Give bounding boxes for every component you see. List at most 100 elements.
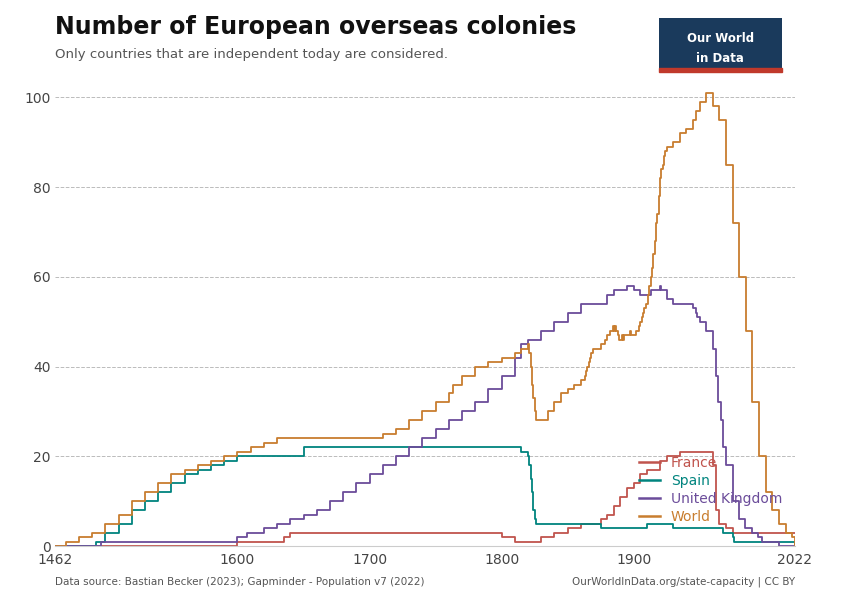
France [258, 538, 269, 545]
France [688, 448, 698, 455]
France [780, 529, 791, 536]
United Kingdom [635, 291, 645, 298]
United Kingdom [734, 515, 745, 523]
Spain [589, 520, 599, 527]
Spain [609, 524, 619, 532]
France [596, 515, 606, 523]
France [536, 533, 547, 541]
Spain [206, 461, 216, 469]
France [589, 520, 599, 527]
France [430, 529, 440, 536]
France [747, 529, 757, 536]
Spain [153, 488, 163, 496]
United Kingdom [622, 282, 632, 289]
United Kingdom [286, 515, 296, 523]
France [365, 529, 375, 536]
France [708, 461, 718, 469]
Spain [655, 520, 666, 527]
Line: France: France [55, 452, 795, 546]
France [787, 529, 797, 536]
France [635, 470, 645, 478]
Spain [642, 520, 652, 527]
Spain [193, 466, 203, 473]
Spain [510, 444, 520, 451]
Spain [232, 452, 242, 460]
Spain [179, 470, 190, 478]
Spain [50, 542, 60, 550]
Spain [622, 524, 632, 532]
France [50, 542, 60, 550]
World [232, 448, 242, 455]
Spain [615, 524, 626, 532]
France [563, 524, 573, 532]
World [659, 152, 669, 160]
France [232, 538, 242, 545]
Spain [90, 542, 100, 550]
Text: Data source: Bastian Becker (2023); Gapminder - Population v7 (2022): Data source: Bastian Becker (2023); Gapm… [55, 577, 425, 587]
Text: Our World: Our World [687, 32, 754, 45]
France [790, 529, 800, 536]
France [510, 538, 520, 545]
France [714, 520, 724, 527]
Spain [628, 524, 638, 532]
Spain [530, 520, 541, 527]
France [628, 479, 638, 487]
Spain [626, 524, 636, 532]
Spain [596, 524, 606, 532]
Spain [140, 497, 150, 505]
France [675, 448, 685, 455]
France [701, 448, 711, 455]
France [279, 533, 289, 541]
Line: Spain: Spain [55, 448, 795, 546]
France [615, 493, 626, 500]
World [50, 542, 60, 550]
France [496, 533, 507, 541]
Spain [430, 444, 440, 451]
World [206, 457, 216, 464]
Spain [527, 488, 537, 496]
France [694, 448, 705, 455]
Spain [523, 452, 533, 460]
Legend: France, Spain, United Kingdom, World: France, Spain, United Kingdom, World [633, 450, 788, 530]
France [728, 529, 738, 536]
France [609, 502, 619, 509]
France [516, 538, 526, 545]
Spain [524, 461, 535, 469]
Spain [525, 475, 536, 482]
United Kingdom [50, 542, 60, 550]
World [140, 488, 150, 496]
France [668, 452, 678, 460]
Text: Only countries that are independent today are considered.: Only countries that are independent toda… [55, 48, 448, 61]
Spain [718, 529, 728, 536]
United Kingdom [377, 461, 388, 469]
France [145, 542, 156, 550]
Spain [496, 444, 507, 451]
France [622, 484, 632, 491]
Spain [728, 533, 738, 541]
Spain [530, 515, 540, 523]
France [642, 466, 652, 473]
France [661, 452, 672, 460]
France [549, 529, 559, 536]
France [734, 529, 745, 536]
France [286, 529, 296, 536]
Spain [100, 529, 110, 536]
Spain [790, 542, 800, 550]
Line: United Kingdom: United Kingdom [55, 286, 795, 546]
France [655, 457, 666, 464]
Spain [219, 457, 230, 464]
Spain [127, 506, 137, 514]
Bar [659, 68, 782, 72]
France [774, 529, 784, 536]
Spain [91, 538, 101, 545]
World [790, 542, 800, 550]
World [496, 354, 507, 361]
Spain [114, 520, 124, 527]
France [721, 524, 731, 532]
Spain [729, 538, 740, 545]
World [580, 372, 590, 379]
Spain [602, 524, 612, 532]
France [761, 529, 771, 536]
World [701, 89, 711, 97]
Spain [365, 444, 375, 451]
